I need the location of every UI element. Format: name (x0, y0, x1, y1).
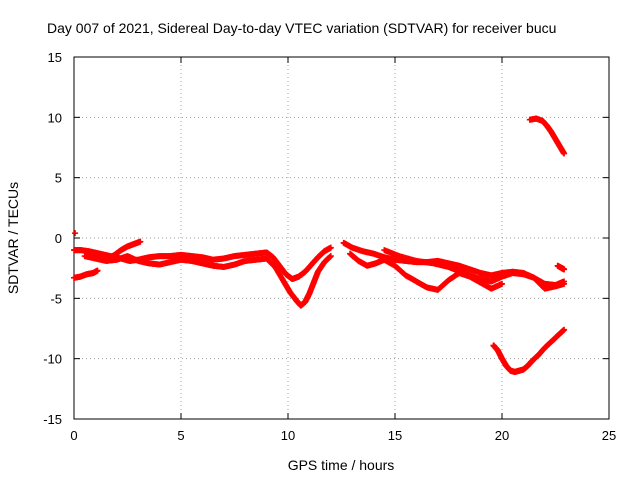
y-tick-label-10: 10 (48, 110, 62, 125)
x-axis-label: GPS time / hours (288, 457, 395, 473)
series-track-afternoon-b (347, 250, 505, 293)
data-point (94, 267, 101, 274)
y-tick-label--15: -15 (43, 412, 62, 427)
data-point (327, 253, 334, 260)
y-axis-label: SDTVAR / TECUs (5, 182, 21, 294)
series-track-early-rising (105, 238, 144, 262)
data-point (72, 230, 79, 237)
x-tick-label-20: 20 (495, 428, 509, 443)
y-tick-label--5: -5 (50, 291, 62, 306)
series-track-start-point (72, 230, 79, 237)
x-tick-label-15: 15 (388, 428, 402, 443)
data-point (499, 280, 505, 287)
x-tick-label-25: 25 (602, 428, 616, 443)
x-tick-label-10: 10 (281, 428, 295, 443)
series-track-late-upper (526, 115, 568, 157)
y-tick-label-15: 15 (48, 50, 62, 65)
series-track-lower-main (81, 253, 334, 309)
series-track-late-lower (490, 326, 568, 375)
data-point (327, 244, 334, 251)
series-track-afternoon-c (381, 247, 568, 292)
y-tick-label-0: 0 (55, 231, 62, 246)
data-point (137, 238, 144, 245)
data-point (561, 150, 568, 157)
axis-ticks: 0 5 10 15 20 25 -15 -10 -5 0 5 10 15 (43, 50, 616, 443)
series-track-early-short (71, 267, 101, 281)
y-tick-label-5: 5 (55, 171, 62, 186)
y-tick-label--10: -10 (43, 352, 62, 367)
chart-title: Day 007 of 2021, Sidereal Day-to-day VTE… (47, 20, 556, 36)
grid (74, 57, 609, 419)
series-track-late-short (554, 262, 568, 273)
x-tick-label-0: 0 (70, 428, 77, 443)
data-point (561, 280, 568, 287)
data-point (561, 326, 568, 333)
data-point (561, 266, 568, 273)
x-tick-label-5: 5 (177, 428, 184, 443)
data-points (71, 115, 568, 375)
